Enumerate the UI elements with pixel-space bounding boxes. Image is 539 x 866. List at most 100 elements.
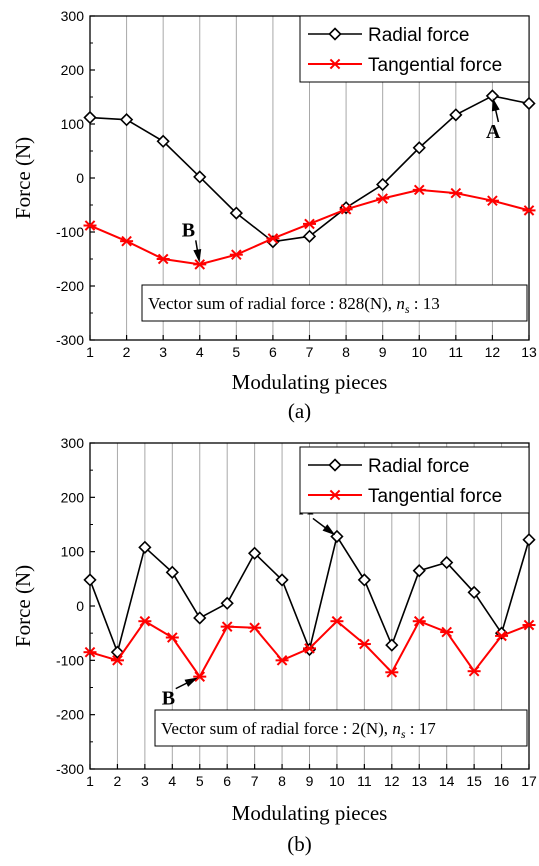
legend-label: Radial force [368,456,469,477]
y-axis: -300 -200 -100 0 100 200 300 [56,8,95,348]
legend-label: Tangential force [368,486,502,507]
data-point [266,233,280,244]
info-box-text: Vector sum of radial force : 2(N), ns : … [161,719,436,741]
x-tick-label: 3 [159,344,167,360]
y-tick-label: 200 [61,489,85,505]
data-point [440,626,454,638]
data-point [110,655,124,666]
x-axis: 1 2 3 4 5 6 7 8 9 10 11 12 13 14 15 16 17 [86,764,537,789]
series-radial-force [83,89,536,249]
y-tick-label: 100 [61,116,85,132]
y-tick-label: -200 [56,707,84,723]
x-tick-label: 10 [411,344,427,360]
legend-entry: Radial force [308,456,469,477]
data-point [119,113,134,127]
legend-box [299,446,530,514]
data-point [138,615,152,627]
x-tick-label: 14 [439,773,455,789]
info-box: Vector sum of radial force : 2(N), ns : … [154,709,528,747]
series-tangential-force [83,184,536,270]
y-axis: -300 -200 -100 0 100 200 300 [56,435,95,777]
data-point [138,540,152,554]
data-point [193,671,207,682]
data-point [165,565,179,579]
legend-label: Radial force [368,25,469,46]
x-tick-label: 7 [251,773,259,789]
x-tick-label: 9 [306,773,314,789]
legend-marker [328,58,342,70]
x-tick-label: 1 [86,773,94,789]
y-tick-label: -300 [56,761,84,777]
annotation-b: B [182,219,202,263]
y-tick-label: 100 [61,544,85,560]
data-point [83,220,97,231]
legend-marker [328,27,342,41]
info-sub: s [401,727,406,741]
y-tick-label: 300 [61,8,85,24]
info-sub: s [405,302,410,316]
data-point [522,619,536,631]
y-tick-label: -200 [56,278,84,294]
data-point [330,615,344,627]
legend-label: Tangential force [368,55,502,76]
x-tick-label: 8 [278,773,286,789]
x-tick-label: 11 [449,344,464,360]
annotation-arrowhead [193,248,202,263]
x-axis: 1 2 3 4 5 6 7 8 9 10 11 12 13 [86,335,537,360]
x-tick-label: 6 [223,773,231,789]
data-point [229,206,243,220]
x-tick-label: 2 [123,344,131,360]
data-point [156,134,170,148]
data-point [247,546,262,560]
x-tick-label: 4 [168,773,176,789]
info-box-frame [154,709,528,747]
data-point [440,555,454,570]
data-point [83,573,97,587]
data-point [120,235,134,247]
data-point [385,666,399,678]
data-point [467,665,481,677]
info-box-text: Vector sum of radial force : 828(N), ns … [148,294,440,316]
y-axis-label: Force (N) [11,137,35,219]
data-point [467,585,481,600]
x-tick-label: 13 [521,344,537,360]
y-tick-label: 0 [76,170,84,186]
data-point [385,638,399,652]
data-point [275,573,289,587]
annotation-label: B [162,688,175,710]
info-prefix: Vector sum of radial force : 828(N), [148,294,396,313]
data-point [522,533,536,547]
x-tick-label: 1 [86,344,94,360]
x-axis-label: Modulating pieces [232,801,388,825]
data-point [357,638,371,650]
legend-entry: Tangential force [308,55,502,76]
data-point [339,204,353,215]
annotation-label: B [182,219,195,241]
y-tick-label: -300 [56,332,84,348]
data-point [156,253,170,265]
data-point [193,611,207,625]
x-tick-label: 7 [306,344,314,360]
x-tick-label: 17 [521,773,537,789]
x-tick-label: 13 [411,773,427,789]
data-point [522,96,536,111]
annotation-a: A [486,97,501,143]
data-point [412,184,426,196]
data-point [193,259,207,270]
data-point [83,646,97,658]
y-tick-label: -100 [56,224,84,240]
x-tick-label: 10 [329,773,345,789]
info-box-frame [141,284,528,322]
data-point [229,249,243,260]
legend-entry: Tangential force [308,486,502,507]
y-tick-label: 200 [61,62,85,78]
x-tick-label: 16 [494,773,510,789]
panel-label: (a) [288,399,311,423]
x-tick-label: 9 [379,344,387,360]
data-point [357,573,372,587]
annotation-label: A [486,121,501,143]
y-tick-label: 300 [61,435,85,451]
x-tick-label: 12 [485,344,501,360]
